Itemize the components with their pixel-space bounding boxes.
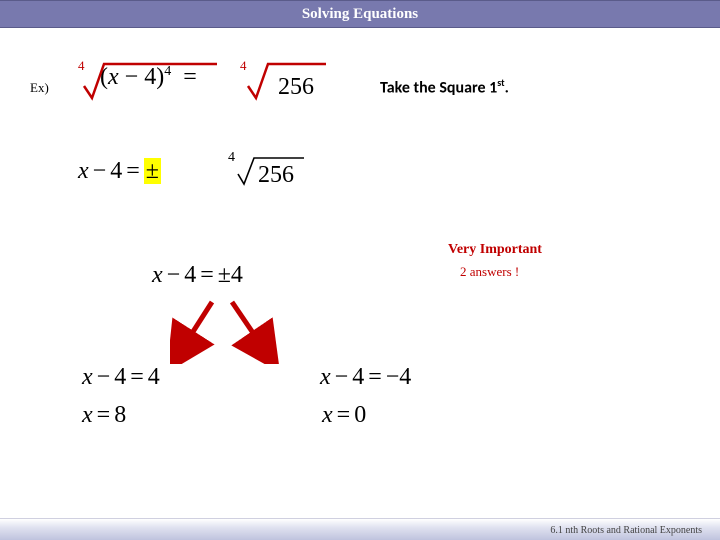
equation-branch1-a: x−4=4: [82, 364, 160, 391]
equation-step1: x−4=±: [78, 158, 161, 185]
equation-step2: x−4=±4: [152, 262, 243, 289]
root-symbol-right: [246, 56, 330, 106]
split-arrows: [170, 298, 290, 364]
equation-branch2-b: x=0: [322, 402, 366, 429]
example-label: Ex): [30, 80, 49, 96]
radical-value: 256: [258, 162, 294, 189]
plus-minus-highlight: ±: [144, 158, 161, 184]
instruction-text: Take the Square 1st.: [380, 76, 509, 97]
radical-index: 4: [228, 150, 235, 166]
slide-content: Ex) (x − 4)4 = 256 4 4 Take the Square 1…: [0, 28, 720, 516]
equation-branch1-b: x=8: [82, 402, 126, 429]
slide-footer: 6.1 nth Roots and Rational Exponents: [0, 518, 720, 540]
slide-header: Solving Equations: [0, 0, 720, 28]
equation-branch2-a: x−4=−4: [320, 364, 411, 391]
root-symbol-left: [82, 56, 222, 106]
slide-title: Solving Equations: [302, 6, 418, 23]
callout-very-important: Very Important: [448, 242, 542, 258]
footer-text: 6.1 nth Roots and Rational Exponents: [550, 525, 702, 536]
callout-two-answers: 2 answers !: [460, 264, 519, 280]
